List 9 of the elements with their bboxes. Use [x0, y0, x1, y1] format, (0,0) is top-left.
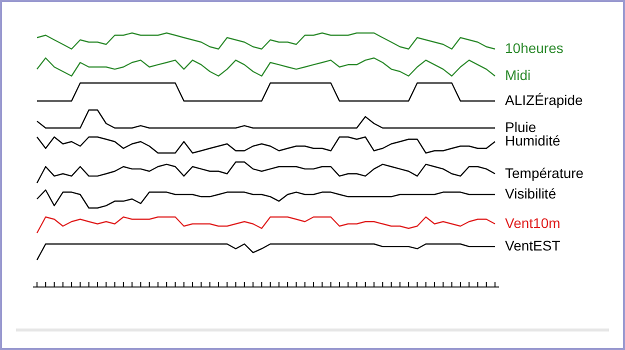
series-label: Visibilité	[505, 186, 556, 202]
series-label: 10heures	[505, 40, 564, 56]
series-label: Vent10m	[505, 214, 560, 231]
series-label: VentEST	[505, 238, 561, 254]
series-label: ALIZÉrapide	[505, 92, 584, 108]
series-label: Humidité	[505, 132, 560, 149]
series-label: Pluie	[505, 119, 536, 135]
series-label: Midi	[505, 67, 531, 83]
series-label: Température	[505, 164, 584, 181]
